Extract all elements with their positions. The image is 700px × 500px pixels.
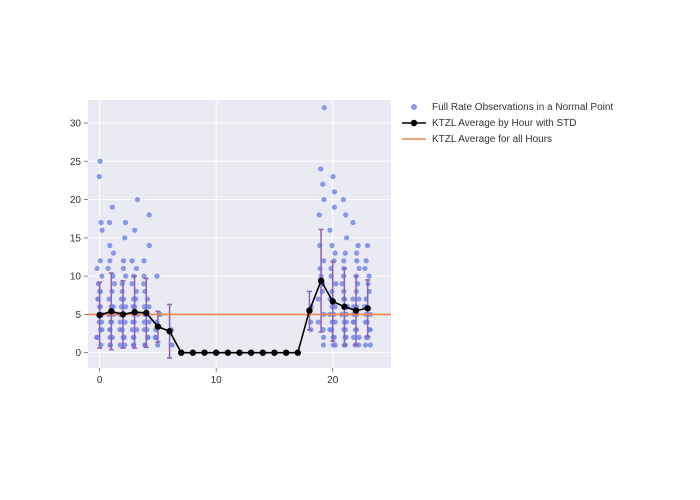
x-tick-label: 20 bbox=[327, 375, 339, 386]
legend-item: KTZL Average by Hour with STD bbox=[402, 116, 613, 130]
x-tick-label: 10 bbox=[211, 375, 223, 386]
legend-item: KTZL Average for all Hours bbox=[402, 132, 613, 146]
y-tick-label: 15 bbox=[70, 233, 82, 244]
legend: Full Rate Observations in a Normal Point… bbox=[402, 100, 613, 148]
y-tick-label: 10 bbox=[70, 272, 82, 283]
avgline-swatch bbox=[402, 132, 426, 146]
legend-label: KTZL Average for all Hours bbox=[432, 134, 552, 145]
errorbars-swatch bbox=[402, 116, 426, 130]
y-tick-label: 5 bbox=[75, 310, 81, 321]
y-tick-label: 30 bbox=[70, 118, 82, 129]
legend-label: Full Rate Observations in a Normal Point bbox=[432, 102, 613, 113]
y-tick-label: 0 bbox=[75, 348, 81, 359]
legend-item: Full Rate Observations in a Normal Point bbox=[402, 100, 613, 114]
y-tick-label: 20 bbox=[70, 195, 82, 206]
scatter-swatch bbox=[402, 100, 426, 114]
legend-label: KTZL Average by Hour with STD bbox=[432, 118, 577, 129]
x-tick-label: 0 bbox=[97, 375, 103, 386]
y-tick-label: 25 bbox=[70, 157, 82, 168]
